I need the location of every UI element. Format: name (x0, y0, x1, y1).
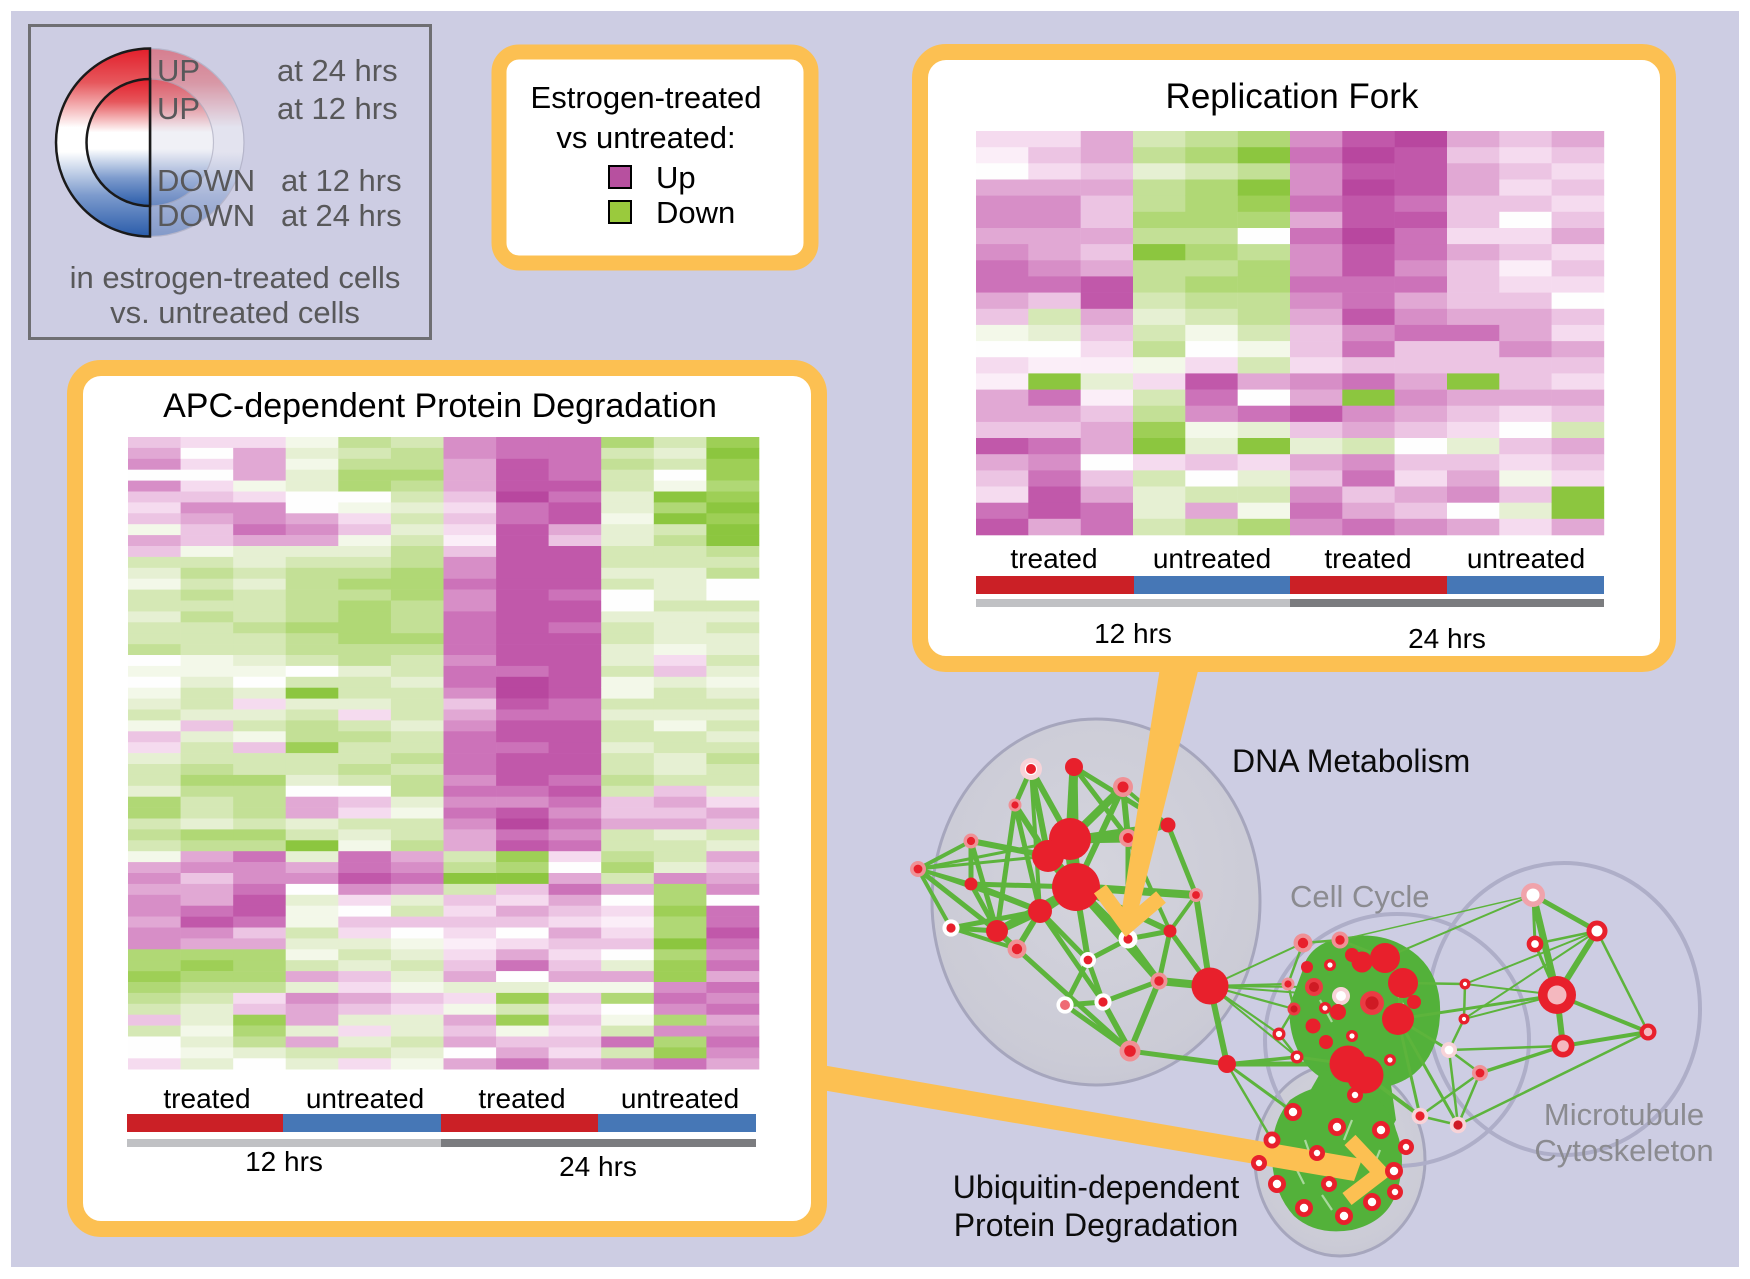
svg-text:Replication Fork: Replication Fork (1166, 77, 1419, 116)
svg-text:Down: Down (656, 195, 735, 230)
svg-text:at 24 hrs: at 24 hrs (277, 53, 398, 88)
svg-text:in estrogen-treated cells: in estrogen-treated cells (70, 260, 401, 295)
svg-text:Cytoskeleton: Cytoskeleton (1534, 1133, 1713, 1168)
svg-text:untreated: untreated (306, 1083, 424, 1114)
svg-text:24 hrs: 24 hrs (1408, 623, 1486, 654)
svg-text:untreated: untreated (1153, 543, 1271, 574)
svg-text:Protein Degradation: Protein Degradation (954, 1207, 1239, 1243)
svg-text:DNA Metabolism: DNA Metabolism (1232, 743, 1470, 779)
svg-text:untreated: untreated (1467, 543, 1585, 574)
svg-text:APC-dependent Protein Degradat: APC-dependent Protein Degradation (163, 387, 717, 425)
svg-text:treated: treated (1324, 543, 1411, 574)
svg-text:treated: treated (478, 1083, 565, 1114)
svg-text:at 24 hrs: at 24 hrs (281, 198, 402, 233)
svg-text:Ubiquitin-dependent: Ubiquitin-dependent (953, 1169, 1240, 1205)
svg-text:12 hrs: 12 hrs (245, 1146, 323, 1177)
svg-text:Up: Up (656, 160, 696, 195)
svg-text:vs. untreated cells: vs. untreated cells (110, 295, 360, 330)
svg-text:Cell Cycle: Cell Cycle (1290, 879, 1430, 914)
svg-text:at 12 hrs: at 12 hrs (277, 91, 398, 126)
svg-text:Microtubule: Microtubule (1544, 1097, 1704, 1132)
svg-text:treated: treated (163, 1083, 250, 1114)
svg-text:at 12 hrs: at 12 hrs (281, 163, 402, 198)
svg-text:treated: treated (1010, 543, 1097, 574)
svg-text:vs untreated:: vs untreated: (556, 120, 735, 155)
svg-text:24 hrs: 24 hrs (559, 1151, 637, 1182)
svg-text:DOWN: DOWN (157, 163, 255, 198)
svg-text:UP: UP (157, 53, 200, 88)
svg-text:DOWN: DOWN (157, 198, 255, 233)
svg-text:UP: UP (157, 91, 200, 126)
svg-text:12 hrs: 12 hrs (1094, 618, 1172, 649)
svg-text:untreated: untreated (621, 1083, 739, 1114)
svg-text:Estrogen-treated: Estrogen-treated (531, 80, 762, 115)
